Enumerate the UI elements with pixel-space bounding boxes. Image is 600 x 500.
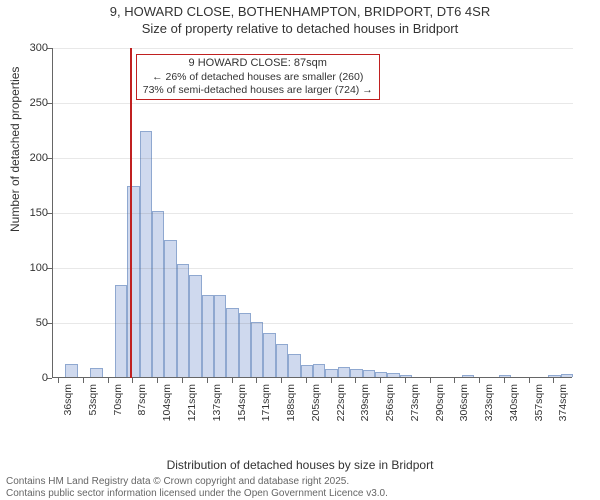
plot-region: 9 HOWARD CLOSE: 87sqm ← 26% of detached … [52, 48, 572, 378]
x-tick-label: 137sqm [211, 384, 223, 421]
x-tick-label: 256sqm [384, 384, 396, 421]
y-tick-label: 100 [18, 262, 48, 274]
x-tick-mark [529, 378, 530, 383]
x-tick-label: 53sqm [87, 384, 99, 416]
x-tick-mark [207, 378, 208, 383]
x-tick-label: 374sqm [557, 384, 569, 421]
y-tick-label: 200 [18, 152, 48, 164]
histogram-bar [548, 375, 560, 377]
x-tick-mark [281, 378, 282, 383]
y-tick-label: 250 [18, 97, 48, 109]
x-tick-label: 239sqm [359, 384, 371, 421]
histogram-bar [350, 369, 362, 377]
x-tick-label: 36sqm [62, 384, 74, 416]
footer-line-1: Contains HM Land Registry data © Crown c… [6, 476, 388, 488]
x-tick-mark [108, 378, 109, 383]
x-tick-mark [157, 378, 158, 383]
x-tick-label: 340sqm [508, 384, 520, 421]
callout-sub1: ← 26% of detached houses are smaller (26… [143, 71, 373, 84]
x-tick-mark [232, 378, 233, 383]
x-tick-mark [479, 378, 480, 383]
histogram-bar [387, 373, 399, 377]
histogram-bar [462, 375, 474, 377]
chart-title-block: 9, HOWARD CLOSE, BOTHENHAMPTON, BRIDPORT… [0, 0, 600, 38]
x-tick-mark [380, 378, 381, 383]
x-tick-label: 188sqm [285, 384, 297, 421]
y-tick-label: 50 [18, 317, 48, 329]
marker-line [130, 48, 132, 378]
title-line-2: Size of property relative to detached ho… [0, 21, 600, 38]
x-tick-mark [331, 378, 332, 383]
x-tick-mark [430, 378, 431, 383]
histogram-bar [140, 131, 152, 377]
histogram-bar [263, 333, 275, 377]
histogram-bar [226, 308, 238, 377]
x-tick-mark [182, 378, 183, 383]
x-tick-label: 171sqm [260, 384, 272, 421]
histogram-bar [276, 344, 288, 377]
histogram-bar [90, 368, 102, 377]
histogram-bar [202, 295, 214, 378]
histogram-bar [499, 375, 511, 377]
histogram-bar [214, 295, 226, 378]
callout-sub2: 73% of semi-detached houses are larger (… [143, 84, 373, 97]
x-tick-mark [504, 378, 505, 383]
x-tick-label: 154sqm [236, 384, 248, 421]
x-tick-mark [132, 378, 133, 383]
histogram-bar [400, 375, 412, 377]
x-tick-label: 70sqm [112, 384, 124, 416]
histogram-bar [313, 364, 325, 377]
histogram-bar [177, 264, 189, 377]
callout-main: 9 HOWARD CLOSE: 87sqm [143, 57, 373, 71]
y-tick-label: 300 [18, 42, 48, 54]
y-tick-label: 150 [18, 207, 48, 219]
footer: Contains HM Land Registry data © Crown c… [6, 476, 388, 500]
histogram-bar [288, 354, 300, 377]
histogram-bar [338, 367, 350, 377]
x-tick-mark [83, 378, 84, 383]
histogram-bar [363, 370, 375, 377]
x-tick-mark [553, 378, 554, 383]
histogram-bar [561, 374, 573, 377]
histogram-bar [115, 285, 127, 377]
x-tick-label: 290sqm [434, 384, 446, 421]
x-tick-label: 323sqm [483, 384, 495, 421]
histogram-bar [251, 322, 263, 377]
title-line-1: 9, HOWARD CLOSE, BOTHENHAMPTON, BRIDPORT… [0, 4, 600, 21]
x-tick-label: 222sqm [335, 384, 347, 421]
histogram-bar [375, 372, 387, 378]
histogram-bar [65, 364, 77, 377]
x-tick-label: 104sqm [161, 384, 173, 421]
x-tick-mark [405, 378, 406, 383]
histogram-bar [301, 365, 313, 377]
histogram-bar [325, 369, 337, 377]
x-tick-mark [306, 378, 307, 383]
footer-line-2: Contains public sector information licen… [6, 488, 388, 500]
marker-callout: 9 HOWARD CLOSE: 87sqm ← 26% of detached … [136, 54, 380, 100]
x-tick-label: 121sqm [186, 384, 198, 421]
chart-area: 9 HOWARD CLOSE: 87sqm ← 26% of detached … [52, 48, 572, 418]
histogram-bar [152, 211, 164, 377]
x-tick-mark [256, 378, 257, 383]
x-tick-label: 306sqm [458, 384, 470, 421]
x-tick-label: 87sqm [136, 384, 148, 416]
x-axis-label: Distribution of detached houses by size … [0, 458, 600, 472]
histogram-bar [189, 275, 201, 377]
x-tick-label: 273sqm [409, 384, 421, 421]
x-tick-label: 357sqm [533, 384, 545, 421]
histogram-bar [164, 240, 176, 378]
x-tick-mark [454, 378, 455, 383]
x-tick-label: 205sqm [310, 384, 322, 421]
x-tick-mark [58, 378, 59, 383]
y-tick-label: 0 [18, 372, 48, 384]
x-tick-mark [355, 378, 356, 383]
